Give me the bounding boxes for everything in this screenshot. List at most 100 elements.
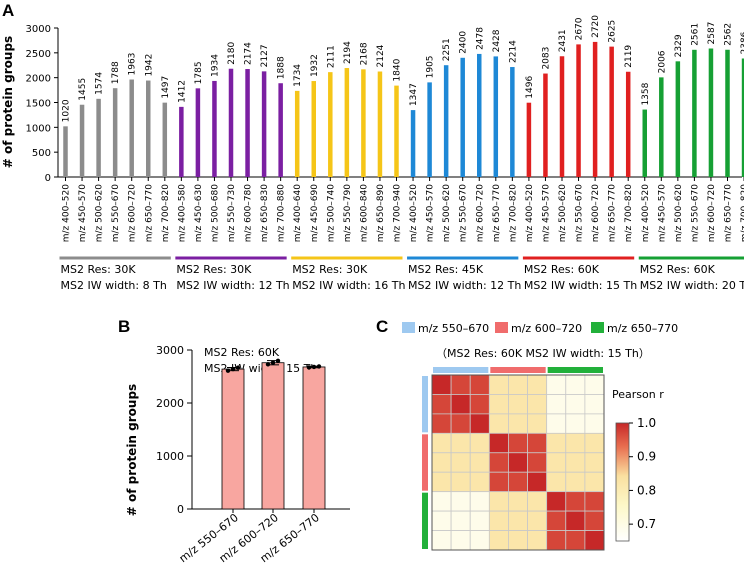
panel-a-bar <box>576 44 581 177</box>
panel-a-bar <box>410 110 416 177</box>
panel-a-x-tick-label: m/z 450–690 <box>310 184 320 243</box>
panel-c-heatmap-cell <box>488 413 509 434</box>
panel-c-heatmap-cell <box>527 510 548 531</box>
panel-a-bar-value: 2174 <box>244 42 254 65</box>
panel-a-x-tick-label: m/z 650–830 <box>260 184 270 243</box>
panel-c-heatmap-cell <box>584 394 605 415</box>
panel-a-bar-value: 2329 <box>674 34 684 57</box>
panel-c-heatmap-cell <box>431 374 452 395</box>
panel-c-heatmap-cell <box>527 413 548 434</box>
panel-c-heatmap-cell <box>450 530 471 551</box>
panel-b-y-tick-label: 3000 <box>156 344 184 357</box>
panel-a-bar <box>625 71 631 177</box>
panel-c-heatmap-cell <box>469 413 490 434</box>
panel-a-bar-value: 1455 <box>78 78 88 101</box>
panel-c-heatmap-cell <box>450 452 471 473</box>
panel-a-bar <box>692 49 697 177</box>
panel-c-heatmap-cell <box>488 374 509 395</box>
panel-b-replicate-point <box>270 360 276 365</box>
panel-a-bar <box>741 58 744 178</box>
panel-c-heatmap-cell <box>565 471 586 493</box>
panel-a-ylabel: # of protein groups <box>1 36 15 168</box>
panel-b-y-tick-label: 1000 <box>156 450 184 463</box>
panel-b-bar <box>261 362 285 510</box>
panel-a-bar-value: 2127 <box>260 44 270 67</box>
panel-c-colorbar-rect <box>615 422 630 542</box>
panel-a-bar-value: 1934 <box>210 54 220 77</box>
panel-c-heatmap-cell <box>546 432 567 454</box>
panel-a-bar-value: 2124 <box>376 44 386 67</box>
panel-a-bar <box>162 102 168 177</box>
panel-c-row-group-bar <box>422 492 428 549</box>
panel-c-heatmap-cells <box>422 367 605 551</box>
panel-a-bar-value: 2587 <box>707 22 717 45</box>
panel-c-heatmap: m/z 550–670 m/z 600–720 m/z 650–770 （MS2 R… <box>402 322 678 551</box>
panel-a-condition-iw: MS2 IW width: 8 Th <box>61 279 167 292</box>
panel-a-condition-iw: MS2 IW width: 12 Th <box>176 279 289 292</box>
panel-a-bar <box>394 85 399 177</box>
panel-a-x-tick-label: m/z 500–740 <box>326 184 336 243</box>
panel-c-heatmap-cell <box>508 471 528 493</box>
panel-a-bar <box>245 69 250 177</box>
panel-c-legend-swatch <box>591 322 604 333</box>
panel-c-heatmap-cell <box>565 491 586 512</box>
panel-c-heatmap-cell <box>546 394 567 415</box>
panel-b-replicate-point <box>265 362 271 367</box>
panel-a-x-tick-label: m/z 450–570 <box>426 184 436 243</box>
panel-a-bar <box>559 56 565 178</box>
panel-c-colorbar-tick-label: 0.8 <box>637 483 656 497</box>
panel-a-bar-value: 1020 <box>62 99 72 122</box>
panel-a-bar-value: 1496 <box>525 76 535 99</box>
panel-a-x-tick-label: m/z 700–820 <box>740 184 744 243</box>
panel-a-x-tick-label: m/z 400–520 <box>62 184 72 243</box>
panel-a-x-tick-label: m/z 700–820 <box>624 184 634 243</box>
panel-c-heatmap-cell <box>469 394 490 415</box>
panel-c-heatmap-cell <box>584 413 605 434</box>
panel-c-colorbar-tick-label: 0.7 <box>637 517 656 531</box>
panel-c-heatmap-cell <box>565 413 586 434</box>
panel-a-bar-value: 2400 <box>459 31 469 54</box>
panel-b-replicate-point <box>306 365 312 370</box>
panel-a-bar <box>659 77 664 177</box>
panel-c-heatmap-cell <box>508 452 528 473</box>
panel-a-x-tick-label: m/z 400–580 <box>177 184 187 243</box>
panel-c-colorbar: 0.7 0.8 0.9 1.0 <box>615 416 656 542</box>
panel-a-bar-value: 2478 <box>475 27 485 50</box>
panel-c-row-group-bar <box>422 434 428 491</box>
panel-c-heatmap-cell <box>546 413 567 434</box>
panel-a-letter: A <box>2 1 14 20</box>
panel-a-bar-value: 1497 <box>161 76 171 99</box>
panel-c-heatmap-cell <box>527 374 548 395</box>
panel-a-bar <box>195 88 201 177</box>
panel-c-heatmap-cell <box>431 394 452 415</box>
panel-a-bar <box>725 49 730 178</box>
panel-a-bar-value: 2561 <box>690 23 700 46</box>
panel-a-bar <box>112 88 118 177</box>
panel-a-x-tick-label: m/z 550–790 <box>343 184 353 243</box>
panel-b-replicate-point <box>230 366 236 372</box>
panel-c-heatmap-cell <box>431 452 452 473</box>
panel-a-bar-value: 1412 <box>177 80 187 103</box>
panel-a-bar <box>526 102 532 177</box>
panel-a-y-tick-label: 1500 <box>26 99 51 110</box>
panel-a-bar <box>460 57 465 177</box>
panel-a-bar-value: 2168 <box>359 42 369 65</box>
panel-a-bar-value: 1574 <box>95 72 105 95</box>
panel-a-condition-iw: MS2 IW width: 20 Th <box>640 279 744 292</box>
panel-c-heatmap-cell <box>450 491 471 512</box>
panel-c-heatmap-cell <box>584 452 605 473</box>
panel-a-x-tick-label: m/z 600–720 <box>475 184 485 243</box>
panel-c-heatmap-cell <box>565 510 586 531</box>
panel-a-bar <box>642 109 647 177</box>
panel-a-x-tick-label: m/z 700–820 <box>161 184 171 243</box>
panel-a-x-tick-label: m/z 700–880 <box>277 184 287 243</box>
panel-c-heatmap-cell <box>469 452 490 473</box>
panel-a-bar-value: 1785 <box>194 61 204 84</box>
panel-a-bar-value: 2431 <box>558 29 568 52</box>
panel-a-bar <box>510 67 515 177</box>
panel-a-x-tick-label: m/z 400–520 <box>525 184 535 243</box>
panel-c-heatmap-cell <box>488 394 509 415</box>
panel-a-bar <box>278 83 283 177</box>
panel-c-heatmap-cell <box>450 413 471 434</box>
